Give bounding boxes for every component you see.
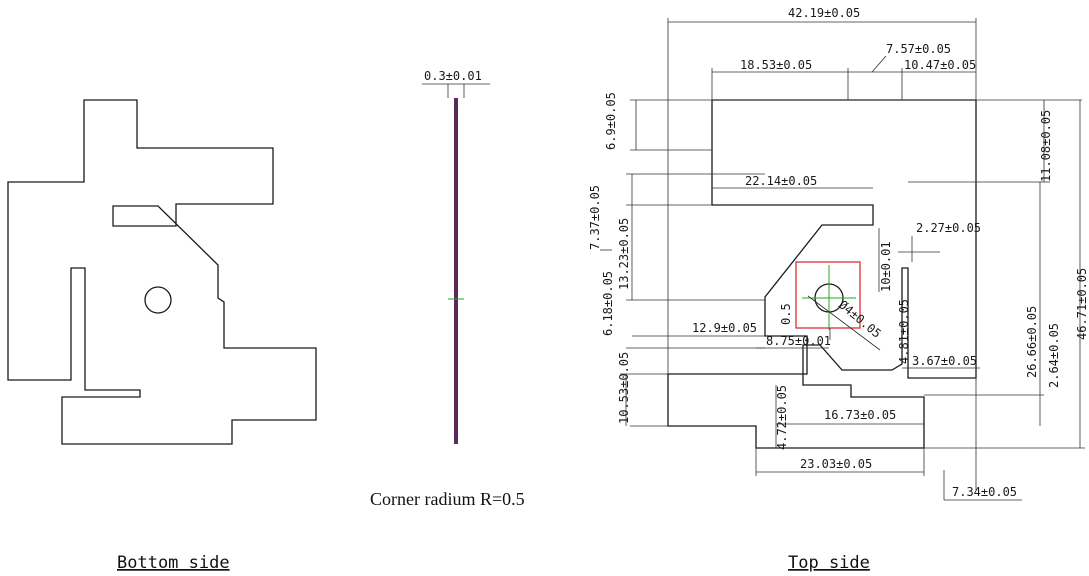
dim-2-27: 2.27±0.05: [916, 221, 981, 235]
dimension-lines: [600, 18, 1085, 501]
dim-46-71: 46.71±0.05: [1075, 268, 1089, 340]
dim-4-72: 4.72±0.05: [775, 385, 789, 450]
dim-7-34: 7.34±0.05: [952, 485, 1017, 499]
dim-10-53: 10.53±0.05: [617, 352, 631, 424]
top-part-outline: [667, 99, 977, 449]
dim-12-9: 12.9±0.05: [692, 321, 757, 335]
dim-18-53: 18.53±0.05: [740, 58, 812, 72]
dim-23-03: 23.03±0.05: [800, 457, 872, 471]
dim-8-75: 8.75±0.01: [766, 334, 831, 348]
bottom-hole: [144, 286, 172, 314]
dim-2-64: 2.64±0.05: [1047, 323, 1061, 388]
profile-view: 0.3±0.01: [422, 69, 490, 444]
bottom-side-caption: Bottom side: [117, 553, 230, 573]
dim-16-73: 16.73±0.05: [824, 408, 896, 422]
bottom-part-outline: [7, 99, 317, 445]
dim-11-08: 11.08±0.05: [1039, 110, 1053, 182]
top-side-caption: Top side: [788, 553, 870, 573]
dim-6-9: 6.9±0.05: [604, 92, 618, 150]
dim-6-18: 6.18±0.05: [601, 271, 615, 336]
dim-3-67: 3.67±0.05: [912, 354, 977, 368]
dim-overall-width: 42.19±0.05: [788, 6, 860, 20]
dim-0-5: 0.5: [779, 303, 793, 325]
dim-10: 10±0.01: [879, 241, 893, 292]
dim-7-57: 7.57±0.05: [886, 42, 951, 56]
top-side-view: 42.19±0.05 7.57±0.05 18.53±0.05 10.47±0.…: [588, 6, 1089, 501]
corner-radius-note: Corner radium R=0.5: [370, 489, 525, 509]
thickness-label: 0.3±0.01: [424, 69, 482, 83]
dim-22-14: 22.14±0.05: [745, 174, 817, 188]
dim-7-37: 7.37±0.05: [588, 185, 602, 250]
dim-10-47: 10.47±0.05: [904, 58, 976, 72]
dim-26-66: 26.66±0.05: [1025, 306, 1039, 378]
bottom-side-view: [7, 99, 317, 445]
dim-13-23: 13.23±0.05: [617, 218, 631, 290]
hole-highlight-box: [795, 261, 861, 329]
dim-4-81: 4.81±0.05: [897, 299, 911, 364]
